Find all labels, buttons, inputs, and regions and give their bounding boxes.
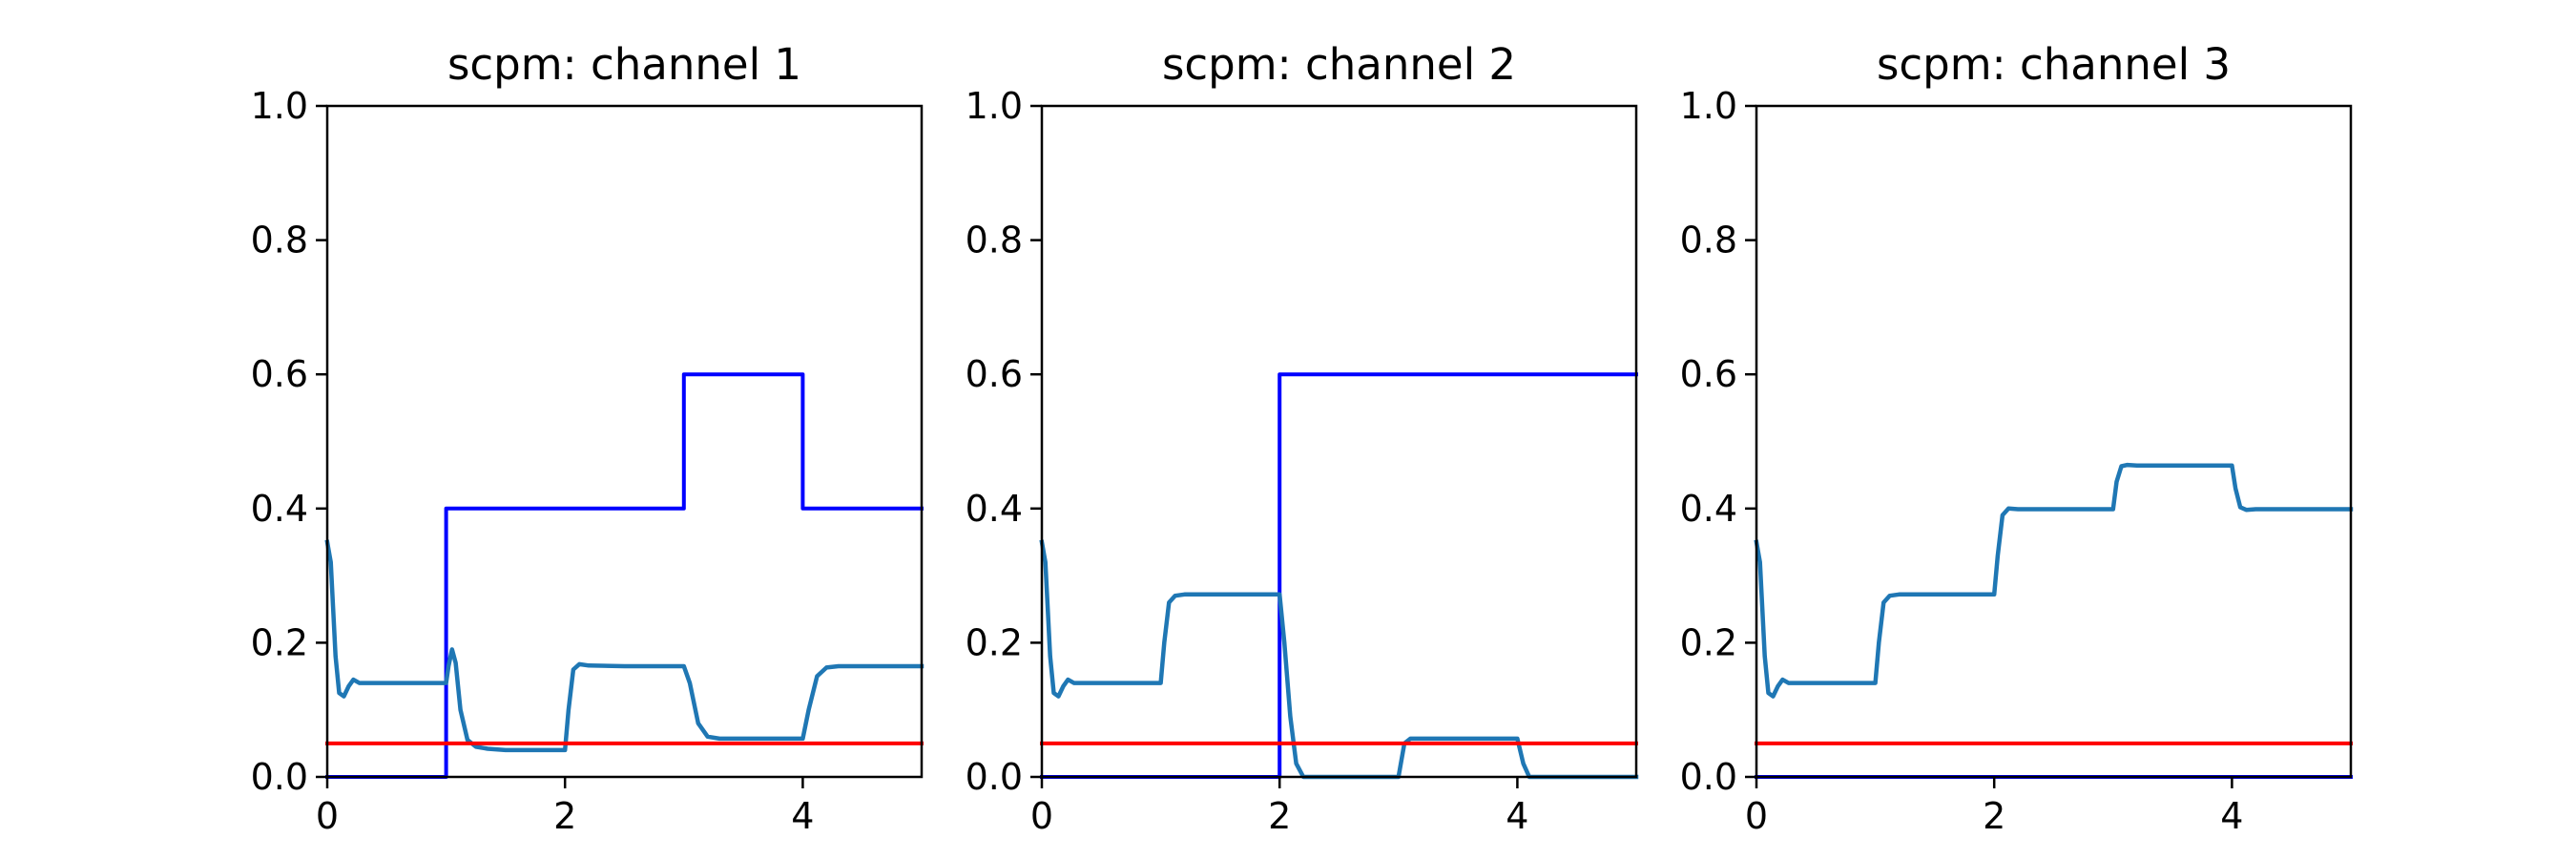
chart-panel-2: 0 2 4 0.0 0.2 0.4 0.6 0.8 1.0 scpm: channel 2: [966, 39, 1639, 837]
y-tick-label: 0.4: [251, 488, 308, 530]
chart-title: scpm: channel 3: [1877, 39, 2231, 90]
series-line-1: [325, 372, 924, 779]
axes-frame: [325, 104, 924, 779]
x-tick-label: 4: [2220, 795, 2243, 837]
x-tick-label: 4: [791, 795, 814, 837]
y-tick-label: 0.2: [251, 621, 308, 663]
y-tick-label: 0.0: [251, 756, 308, 798]
chart-panel-1: 0 2 4 0.0 0.2 0.4 0.6 0.8 1.0 scpm: channel 1: [251, 39, 924, 837]
y-tick-label: 0.0: [966, 756, 1023, 798]
y-tick-label: 0.8: [966, 220, 1023, 262]
series-group: [1754, 462, 2354, 779]
y-tick-label: 0.2: [966, 621, 1023, 663]
y-tick-label: 0.8: [1680, 220, 1737, 262]
x-tick-label: 0: [1030, 795, 1053, 837]
x-tick-label: 2: [1983, 795, 2005, 837]
chart-panel-3: 0 2 4 0.0 0.2 0.4 0.6 0.8 1.0 scpm: channel 3: [1680, 39, 2354, 837]
x-tick-label: 2: [553, 795, 576, 837]
y-tick-label: 0.4: [966, 488, 1023, 530]
y-tick-label: 0.6: [251, 353, 308, 395]
y-tick-label: 1.0: [1680, 85, 1737, 127]
chart-title: scpm: channel 1: [447, 39, 801, 90]
y-tick-label: 1.0: [966, 85, 1023, 127]
series-group: [324, 372, 924, 779]
y-tick-label: 1.0: [251, 85, 308, 127]
chart-title: scpm: channel 2: [1162, 39, 1516, 90]
y-tick-label: 0.6: [966, 353, 1023, 395]
x-tick-label: 2: [1268, 795, 1291, 837]
y-tick-label: 0.2: [1680, 621, 1737, 663]
series-line-2: [324, 539, 924, 753]
series-group: [1039, 372, 1639, 780]
axes-frame: [1755, 104, 2353, 779]
x-tick-label: 4: [1506, 795, 1528, 837]
y-tick-label: 0.0: [1680, 756, 1737, 798]
x-tick-label: 0: [1745, 795, 1768, 837]
x-tick-label: 0: [316, 795, 339, 837]
series-line-2: [1754, 462, 2354, 699]
series-line-1: [1040, 372, 1638, 779]
axes-frame: [1040, 104, 1638, 779]
y-tick-label: 0.8: [251, 220, 308, 262]
y-tick-label: 0.6: [1680, 353, 1737, 395]
series-line-2: [1039, 539, 1639, 780]
y-tick-label: 0.4: [1680, 488, 1737, 530]
